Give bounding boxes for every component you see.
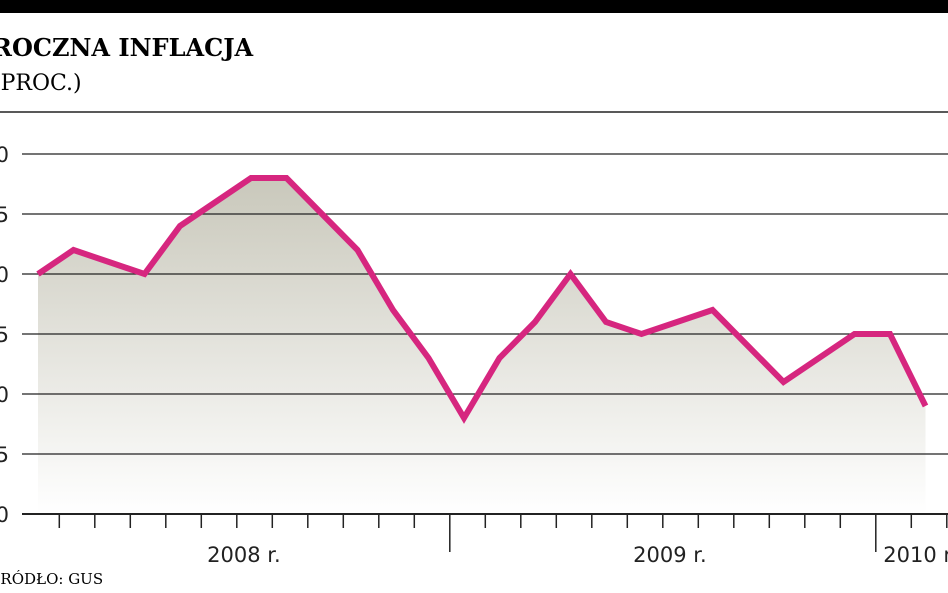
x-group-label: 2010 r. xyxy=(883,543,948,567)
y-tick-label: 5,0 xyxy=(0,143,9,167)
x-group-label: 2008 r. xyxy=(207,543,281,567)
y-tick-label: 4,0 xyxy=(0,263,9,287)
line xyxy=(36,175,929,424)
y-tick-label: 2,5 xyxy=(0,443,9,467)
y-tick-label: 3,0 xyxy=(0,383,9,407)
top-bar xyxy=(0,0,948,13)
y-tick-label: 3,5 xyxy=(0,323,9,347)
source: ŹRÓDŁO: GUS xyxy=(0,570,103,588)
chart-title: ROCZNA INFLACJA xyxy=(0,33,254,62)
chart-subtitle: (PROC.) xyxy=(0,71,82,96)
x-group-label: 2009 r. xyxy=(633,543,707,567)
y-tick-label: 2,0 xyxy=(0,503,9,527)
y-tick-label: 4,5 xyxy=(0,203,9,227)
area xyxy=(38,178,926,514)
